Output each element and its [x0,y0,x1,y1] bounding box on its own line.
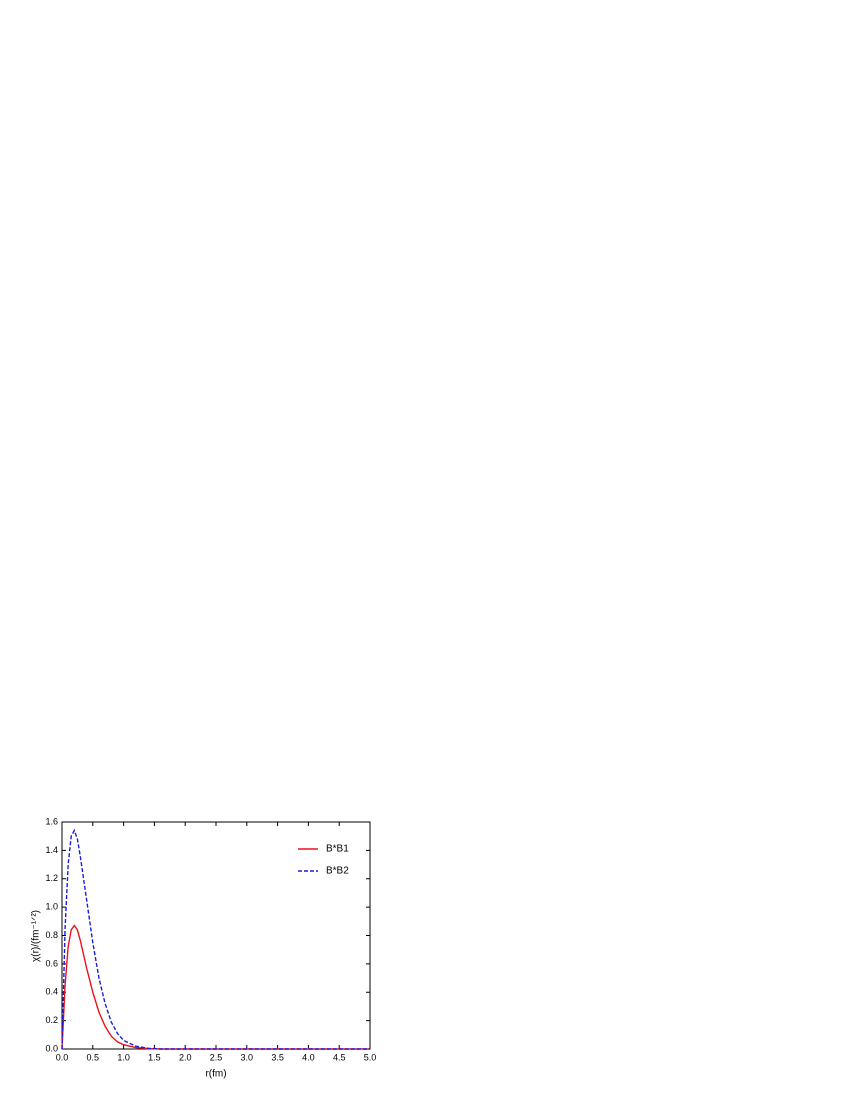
y-tick-label: 0.8 [45,930,58,940]
x-tick-label: 2.0 [179,1052,192,1062]
y-tick-label: 0.4 [45,987,58,997]
y-tick-label: 1.2 [45,873,58,883]
y-tick-label: 1.6 [45,816,58,826]
plot-frame [61,821,371,1050]
x-tick-label: 0.5 [87,1052,100,1062]
y-axis-label: χ(r)/(fm⁻¹ᐟ²) [31,910,42,962]
x-tick-label: 4.5 [333,1052,346,1062]
data-line [61,828,370,1050]
x-tick-label: 1.0 [117,1052,130,1062]
x-tick-label: 1.5 [148,1052,161,1062]
x-tick-label: 3.0 [241,1052,254,1062]
x-tick-label: 5.0 [364,1052,377,1062]
x-tick-label: 4.0 [302,1052,315,1062]
y-tick-label: 1.4 [45,845,58,855]
x-tick-label: 2.5 [210,1052,223,1062]
y-tick-label: 0.6 [45,958,58,968]
legend-label: B*B1 [326,844,349,855]
y-tick-label: 0.2 [45,1015,58,1025]
x-tick-label: 3.5 [271,1052,284,1062]
x-axis-label: r(fm) [205,1069,226,1080]
y-tick-label: 1.0 [45,902,58,912]
legend-label: B*B2 [326,866,349,877]
y-tick-label: 0.0 [45,1043,58,1053]
x-tick-label: 0.0 [56,1052,69,1062]
data-line [61,924,370,1050]
